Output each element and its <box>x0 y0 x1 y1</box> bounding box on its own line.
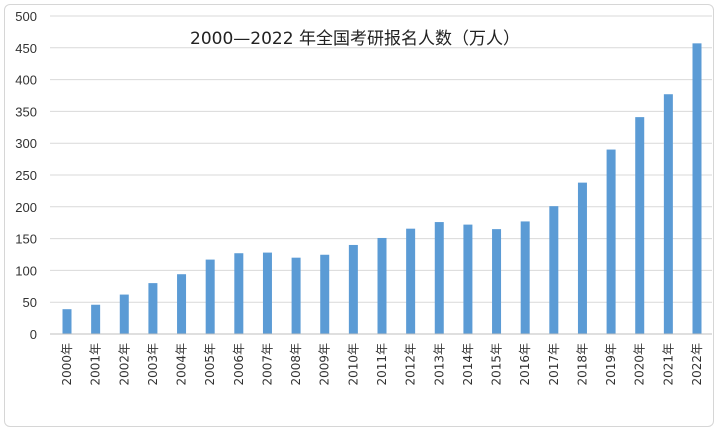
y-tick-label: 300 <box>15 136 37 151</box>
bar <box>520 221 530 334</box>
x-tick-label: 2018年 <box>575 343 589 386</box>
bar <box>91 304 101 334</box>
bar <box>377 237 387 334</box>
y-tick-label: 500 <box>15 9 37 24</box>
y-tick-label: 0 <box>30 327 37 342</box>
bar <box>635 117 645 335</box>
x-tick-label: 2021年 <box>661 343 675 386</box>
bar <box>406 228 416 334</box>
bar <box>577 182 587 334</box>
x-tick-label: 2017年 <box>547 343 561 386</box>
x-tick-label: 2001年 <box>89 343 103 386</box>
x-tick-label: 2004年 <box>175 343 189 386</box>
bar-series <box>62 43 702 335</box>
x-tick-label: 2002年 <box>117 343 131 386</box>
bar <box>148 283 158 334</box>
bar <box>234 253 244 334</box>
bar <box>492 229 502 334</box>
x-tick-label: 2022年 <box>690 343 704 386</box>
bar <box>62 309 72 334</box>
y-tick-label: 450 <box>15 41 37 56</box>
chart-title: 2000—2022 年全国考研报名人数（万人） <box>190 29 520 49</box>
bar <box>549 206 559 334</box>
x-axis-ticks: 2000年 2001年 2002年 2003年 2004年 2005年 2006年 2007年… <box>60 343 704 386</box>
y-tick-label: 250 <box>15 168 37 183</box>
x-tick-label: 2019年 <box>604 343 618 386</box>
x-tick-label: 2010年 <box>346 343 360 386</box>
bar <box>663 94 673 334</box>
x-tick-label: 2000年 <box>60 343 74 386</box>
x-tick-label: 2008年 <box>289 343 303 386</box>
y-tick-label: 150 <box>15 232 37 247</box>
chart-frame <box>4 4 714 427</box>
x-tick-label: 2006年 <box>232 343 246 386</box>
bar <box>291 257 301 334</box>
x-tick-label: 2011年 <box>375 343 389 386</box>
y-tick-label: 100 <box>15 263 37 278</box>
y-axis-ticks: 0 50 100 150 200 250 300 350 400 450 500 <box>15 9 37 342</box>
x-tick-label: 2005年 <box>203 343 217 386</box>
bar <box>177 274 187 334</box>
y-tick-label: 350 <box>15 104 37 119</box>
bar <box>692 43 702 335</box>
x-tick-label: 2014年 <box>461 343 475 386</box>
x-tick-label: 2015年 <box>490 343 504 386</box>
bar <box>434 222 444 334</box>
x-tick-label: 2003年 <box>146 343 160 386</box>
bar <box>205 259 215 334</box>
x-tick-label: 2009年 <box>318 343 332 386</box>
bar <box>463 224 473 334</box>
x-tick-label: 2012年 <box>404 343 418 386</box>
bar <box>262 252 272 334</box>
bar <box>606 149 616 334</box>
x-tick-label: 2020年 <box>633 343 647 386</box>
bar <box>348 244 358 334</box>
bar <box>320 254 330 334</box>
bar <box>119 294 129 334</box>
y-tick-label: 400 <box>15 73 37 88</box>
x-tick-label: 2007年 <box>260 343 274 386</box>
y-tick-label: 50 <box>23 295 37 310</box>
x-tick-label: 2013年 <box>432 343 446 386</box>
y-tick-label: 200 <box>15 200 37 215</box>
x-tick-label: 2016年 <box>518 343 532 386</box>
